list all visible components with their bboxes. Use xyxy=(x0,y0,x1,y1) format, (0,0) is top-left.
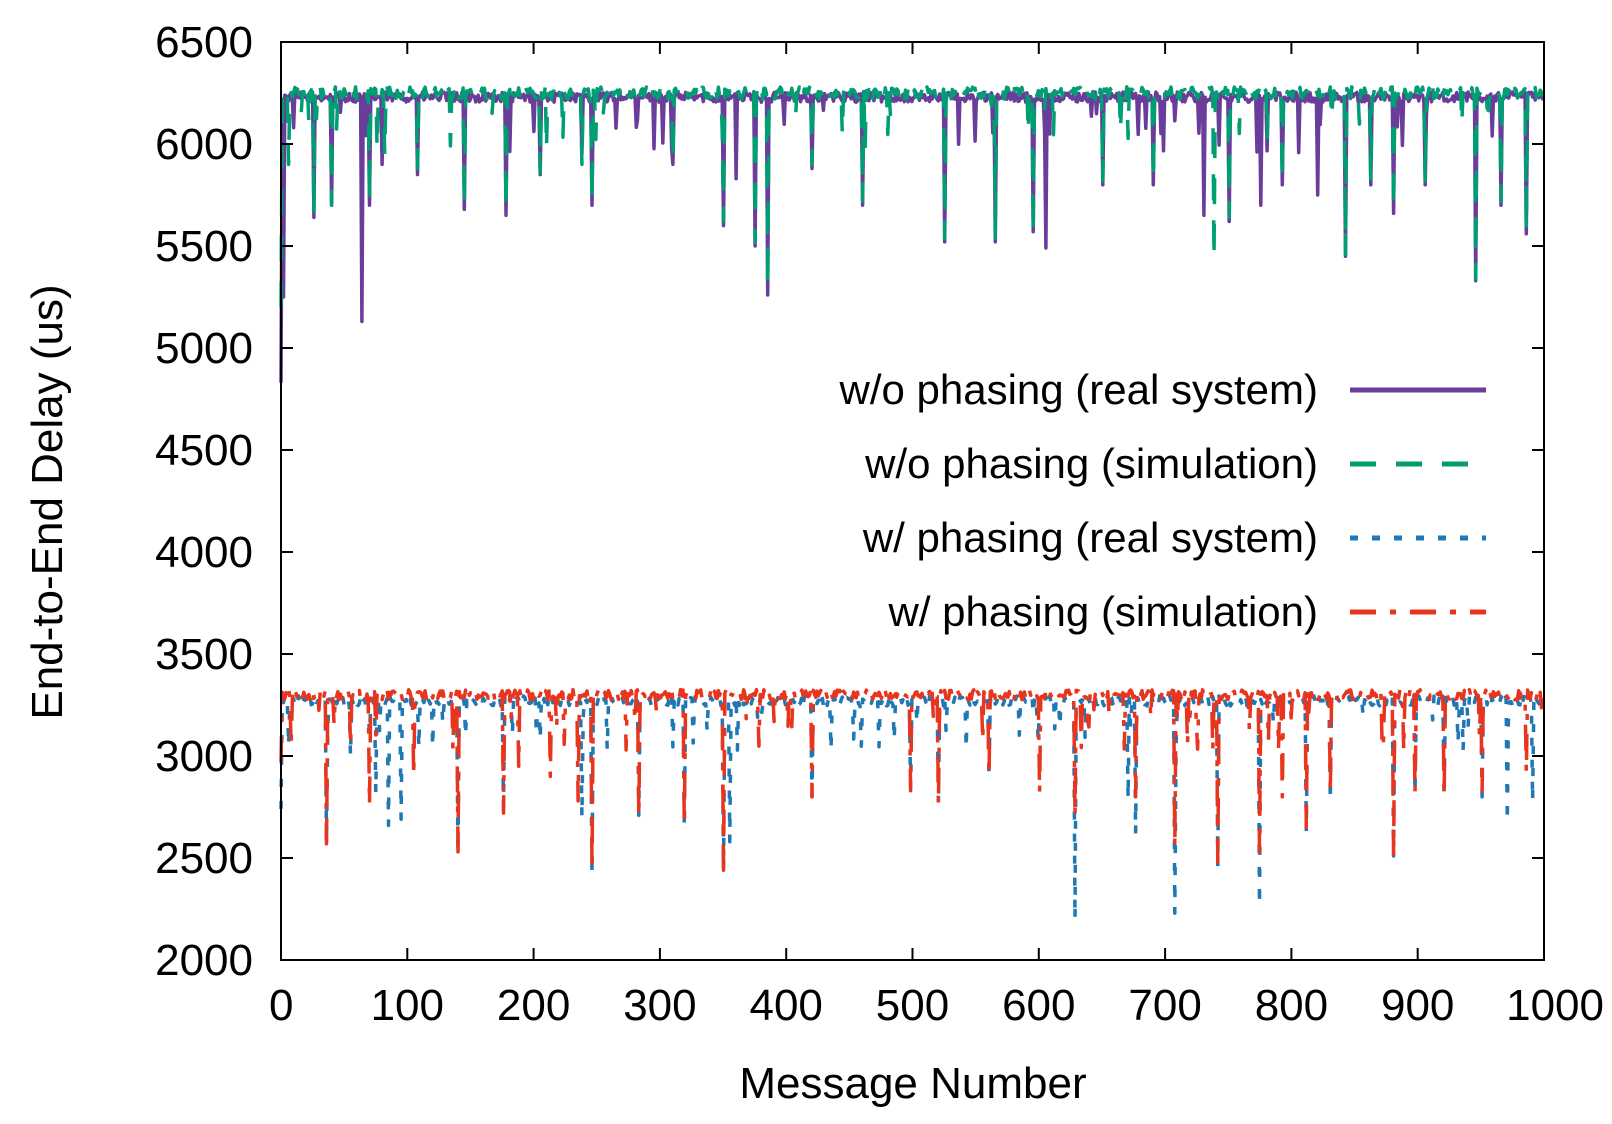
x-tick-label: 900 xyxy=(1381,981,1454,1030)
y-tick-label: 4500 xyxy=(155,426,253,475)
series-line-1 xyxy=(279,90,1546,383)
series-line-2 xyxy=(279,85,1546,308)
x-tick-label: 100 xyxy=(371,981,444,1030)
x-tick-label: 800 xyxy=(1255,981,1328,1030)
axis-ticks: 0 100 200 300 400 500 600 700 800 900 1000 2000 2500… xyxy=(155,18,1604,1030)
x-tick-label: 1000 xyxy=(1506,981,1604,1030)
x-tick-label: 0 xyxy=(269,981,293,1030)
y-tick-label: 2500 xyxy=(155,834,253,883)
y-axis-title: End-to-End Delay (us) xyxy=(23,284,72,719)
x-tick-label: 400 xyxy=(749,981,822,1030)
series-layer xyxy=(279,85,1546,921)
y-tick-label: 5000 xyxy=(155,324,253,373)
y-tick-label: 6500 xyxy=(155,18,253,67)
y-tick-label: 4000 xyxy=(155,528,253,577)
y-tick-label: 5500 xyxy=(155,222,253,271)
legend: w/o phasing (real system) w/o phasing (si… xyxy=(838,366,1486,635)
legend-label-4: w/ phasing (simulation) xyxy=(887,588,1318,635)
y-tick-label: 2000 xyxy=(155,936,253,985)
legend-label-2: w/o phasing (simulation) xyxy=(864,440,1318,487)
y-tick-label: 3000 xyxy=(155,732,253,781)
x-tick-label: 600 xyxy=(1002,981,1075,1030)
x-tick-label: 700 xyxy=(1128,981,1201,1030)
plot-frame xyxy=(280,41,1545,961)
legend-label-1: w/o phasing (real system) xyxy=(838,366,1318,413)
x-tick-label: 500 xyxy=(876,981,949,1030)
x-axis-title: Message Number xyxy=(739,1059,1086,1108)
x-tick-label: 300 xyxy=(623,981,696,1030)
series-line-4 xyxy=(279,687,1546,872)
legend-label-3: w/ phasing (real system) xyxy=(862,514,1318,561)
y-tick-label: 3500 xyxy=(155,630,253,679)
x-tick-label: 200 xyxy=(497,981,570,1030)
y-tick-label: 6000 xyxy=(155,120,253,169)
plot-border xyxy=(280,41,1545,961)
